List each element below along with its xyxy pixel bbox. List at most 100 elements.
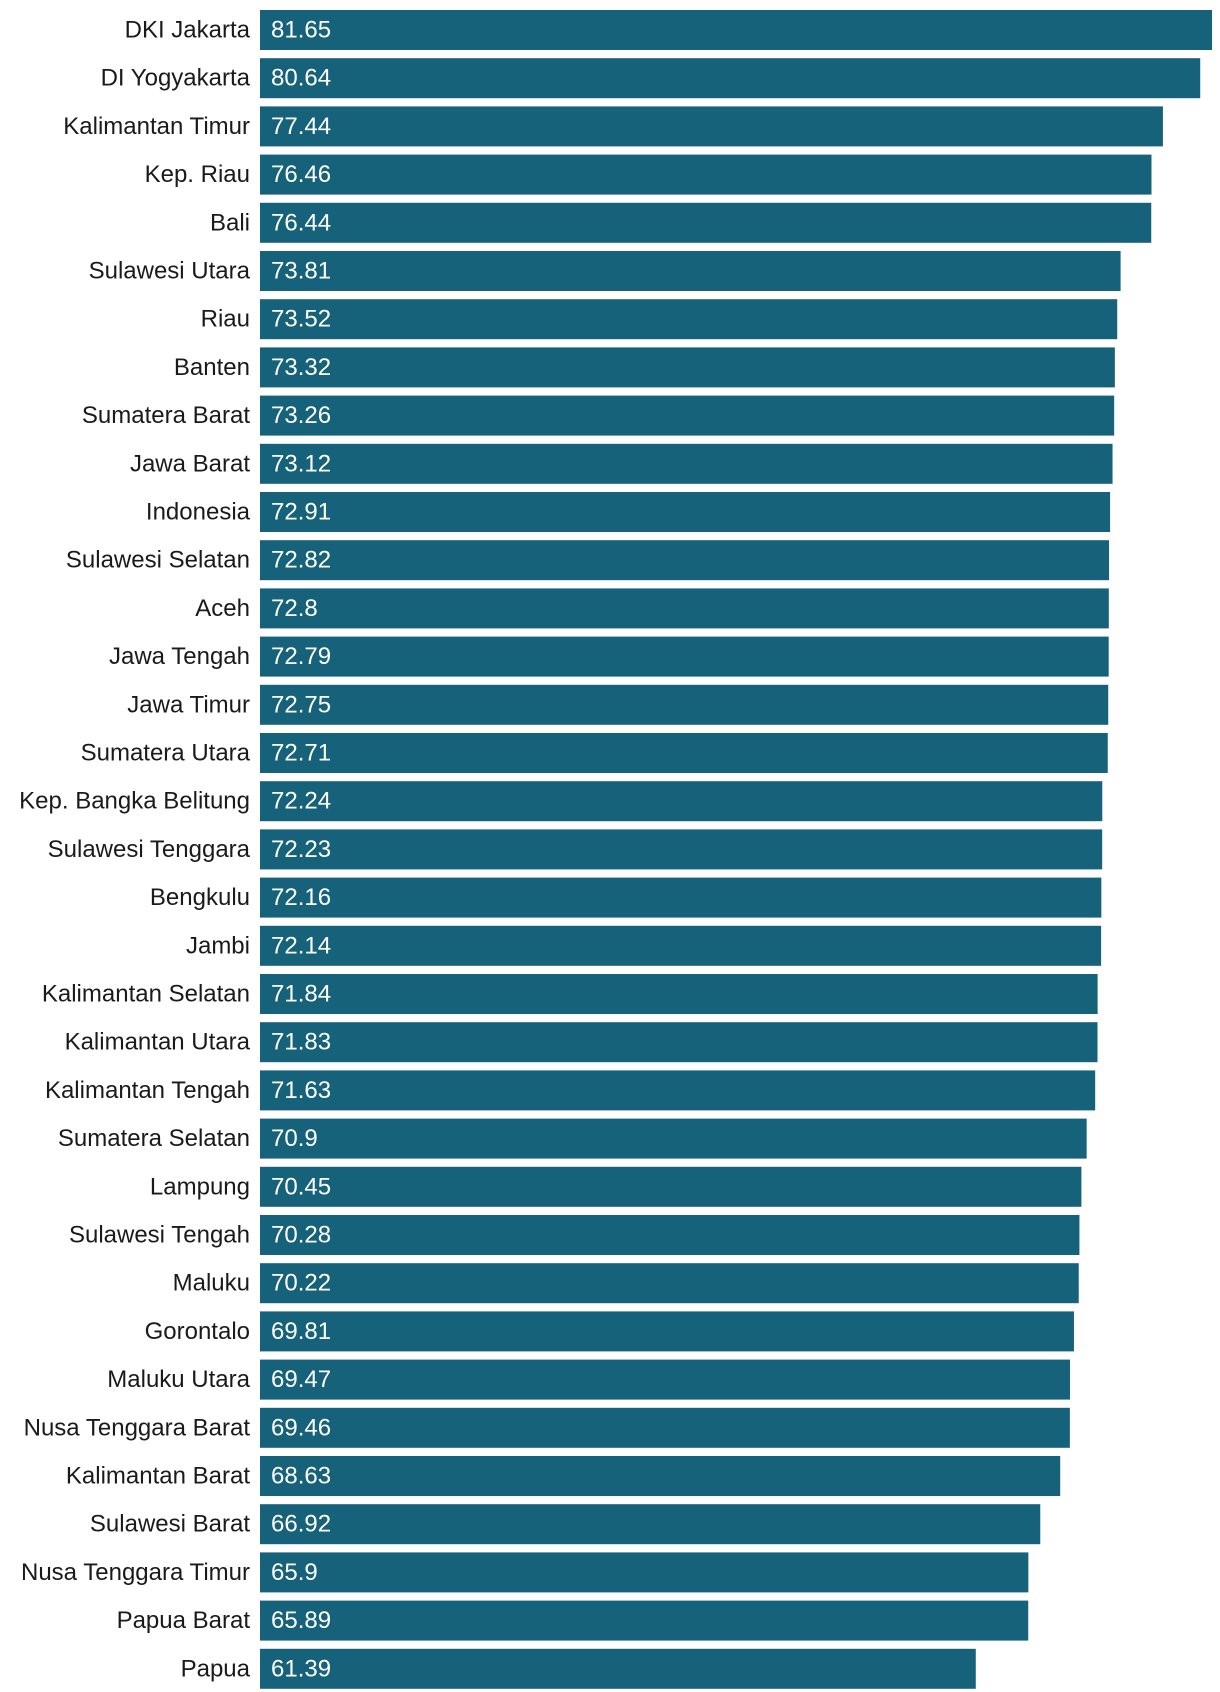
bar-group: Aceh 72.8 <box>195 588 1109 629</box>
bar <box>260 202 1152 243</box>
category-label: DI Yogyakarta <box>101 65 251 92</box>
value-label: 70.22 <box>271 1270 331 1297</box>
value-label: 61.39 <box>271 1655 331 1682</box>
bar-group: Papua Barat 65.89 <box>117 1600 1029 1641</box>
bar <box>260 1359 1070 1400</box>
category-label: Aceh <box>195 595 250 622</box>
category-label: Sulawesi Barat <box>90 1511 250 1538</box>
category-label: Kep. Bangka Belitung <box>19 788 250 815</box>
bar-group: Maluku Utara 69.47 <box>107 1359 1070 1400</box>
bar <box>260 1263 1079 1304</box>
value-label: 73.12 <box>271 450 331 477</box>
category-label: Lampung <box>150 1173 250 1200</box>
bar <box>260 829 1103 870</box>
category-label: DKI Jakarta <box>125 17 251 44</box>
bar <box>260 443 1113 484</box>
category-label: Jambi <box>186 932 250 959</box>
category-label: Papua Barat <box>117 1607 251 1634</box>
bar <box>260 974 1098 1014</box>
bar <box>260 1407 1070 1448</box>
value-label: 72.79 <box>271 643 331 670</box>
bar <box>260 154 1152 195</box>
value-label: 69.46 <box>271 1414 331 1441</box>
category-label: Kalimantan Selatan <box>42 981 250 1008</box>
category-label: Kalimantan Tengah <box>45 1077 250 1104</box>
value-label: 72.8 <box>271 595 318 622</box>
bar <box>260 492 1111 532</box>
value-label: 72.91 <box>271 499 331 526</box>
value-label: 68.63 <box>271 1463 331 1490</box>
bar-group: Sumatera Barat 73.26 <box>82 395 1115 436</box>
bar <box>260 1456 1061 1496</box>
value-label: 73.52 <box>271 306 331 333</box>
bar-group: Kep. Riau 76.46 <box>145 154 1152 195</box>
bar-group: Sulawesi Utara 73.81 <box>89 251 1121 291</box>
value-label: 66.92 <box>271 1511 331 1538</box>
bar-group: Banten 73.32 <box>174 347 1115 388</box>
category-label: Bali <box>210 209 250 236</box>
bar <box>260 58 1201 99</box>
bar <box>260 781 1103 822</box>
bar <box>260 636 1109 677</box>
value-label: 72.71 <box>271 740 331 767</box>
value-label: 70.45 <box>271 1173 331 1200</box>
bar-group: Nusa Tenggara Timur 65.9 <box>21 1552 1029 1593</box>
value-label: 76.44 <box>271 209 331 236</box>
category-label: Kep. Riau <box>145 161 250 188</box>
value-label: 71.63 <box>271 1077 331 1104</box>
category-label: Sulawesi Tengah <box>69 1222 250 1249</box>
value-label: 73.32 <box>271 354 331 381</box>
bar-group: Jawa Barat 73.12 <box>130 443 1113 484</box>
bar-group: Sumatera Selatan 70.9 <box>58 1118 1087 1159</box>
bar-group: Jawa Timur 72.75 <box>127 684 1109 725</box>
bar-group: DKI Jakarta 81.65 <box>125 10 1212 50</box>
bar <box>260 10 1212 50</box>
bar-group: DI Yogyakarta 80.64 <box>101 58 1201 99</box>
bar-group: Kalimantan Barat 68.63 <box>66 1456 1061 1496</box>
value-label: 72.75 <box>271 691 331 718</box>
category-label: Jawa Tengah <box>109 643 250 670</box>
category-label: Sumatera Selatan <box>58 1125 250 1152</box>
bar-group: Papua 61.39 <box>181 1648 976 1689</box>
bar-group: Sulawesi Tengah 70.28 <box>69 1215 1080 1255</box>
bar <box>260 733 1108 773</box>
category-label: Indonesia <box>146 499 251 526</box>
category-label: Riau <box>201 306 250 333</box>
value-label: 77.44 <box>271 113 331 140</box>
bar-group: Jawa Tengah 72.79 <box>109 636 1109 677</box>
value-label: 69.81 <box>271 1318 331 1345</box>
bar <box>260 1118 1087 1159</box>
bar-group: Kalimantan Utara 71.83 <box>65 1022 1098 1063</box>
category-label: Sumatera Barat <box>82 402 250 429</box>
category-label: Kalimantan Barat <box>66 1463 250 1490</box>
value-label: 72.14 <box>271 932 331 959</box>
value-label: 80.64 <box>271 65 331 92</box>
category-label: Jawa Timur <box>127 691 250 718</box>
value-label: 70.28 <box>271 1222 331 1249</box>
bar-group: Gorontalo 69.81 <box>145 1311 1074 1352</box>
value-label: 72.24 <box>271 788 331 815</box>
bar-group: Jambi 72.14 <box>186 925 1102 966</box>
bar <box>260 1504 1041 1545</box>
bar-group: Lampung 70.45 <box>150 1166 1082 1207</box>
bar <box>260 540 1110 581</box>
bar <box>260 1552 1029 1593</box>
bar-group: Sumatera Utara 72.71 <box>81 733 1108 773</box>
bar <box>260 395 1115 436</box>
bar-group: Maluku 70.22 <box>173 1263 1079 1304</box>
category-label: Nusa Tenggara Timur <box>21 1559 250 1586</box>
value-label: 81.65 <box>271 17 331 44</box>
bar <box>260 1311 1074 1352</box>
value-label: 76.46 <box>271 161 331 188</box>
value-label: 70.9 <box>271 1125 318 1152</box>
bar <box>260 588 1109 629</box>
category-label: Sulawesi Utara <box>89 258 251 285</box>
bar-group: Indonesia 72.91 <box>146 492 1111 532</box>
bar-group: Sulawesi Barat 66.92 <box>90 1504 1041 1545</box>
bar <box>260 251 1121 291</box>
category-label: Sulawesi Selatan <box>66 547 250 574</box>
category-label: Nusa Tenggara Barat <box>24 1414 251 1441</box>
bar <box>260 1648 976 1689</box>
category-label: Kalimantan Utara <box>65 1029 251 1056</box>
